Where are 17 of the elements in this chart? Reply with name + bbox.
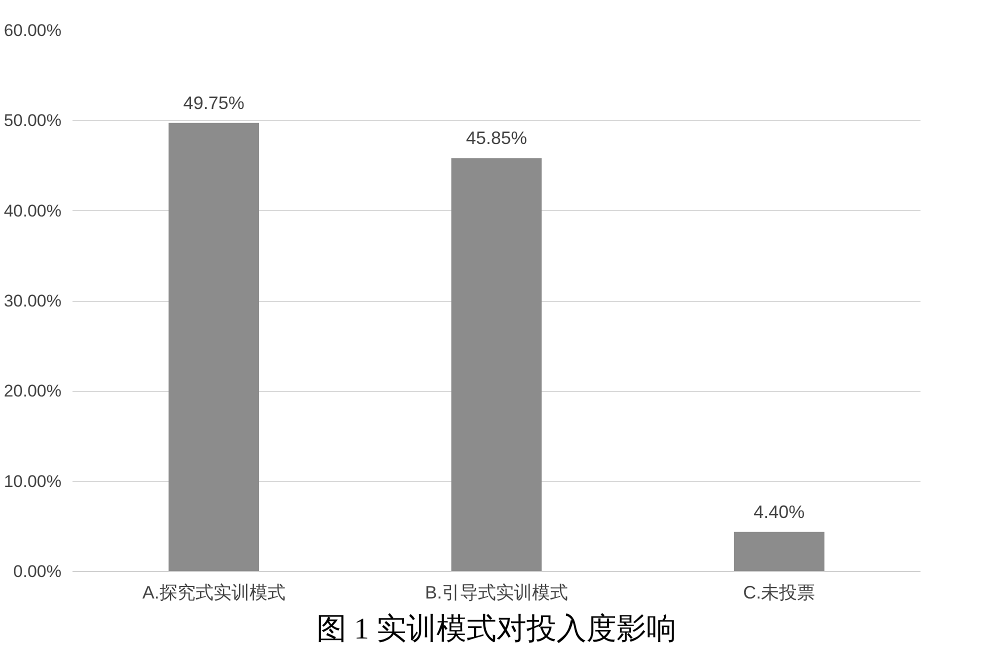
y-tick-label: 60.00% <box>4 21 62 40</box>
y-tick-label: 30.00% <box>4 292 62 310</box>
x-tick-label: B.引导式实训模式 <box>424 582 568 602</box>
y-tick-label: 50.00% <box>4 111 62 130</box>
text: 图 1 实训模式对投入度影响 <box>316 612 676 646</box>
y-tick-label: 0.00% <box>13 562 62 581</box>
bar <box>168 122 260 572</box>
data-label: 45.85% <box>466 128 528 148</box>
y-tick-label: 20.00% <box>4 382 62 401</box>
y-tick-label: 40.00% <box>4 201 62 220</box>
x-tick-label: A.探究式实训模式 <box>142 582 286 602</box>
data-label: 49.75% <box>183 92 244 113</box>
y-tick-label: 10.00% <box>4 472 62 491</box>
data-label: 4.40% <box>754 502 805 522</box>
bar <box>734 532 824 572</box>
x-tick-label: C.未投票 <box>743 582 816 602</box>
bar <box>451 158 542 572</box>
